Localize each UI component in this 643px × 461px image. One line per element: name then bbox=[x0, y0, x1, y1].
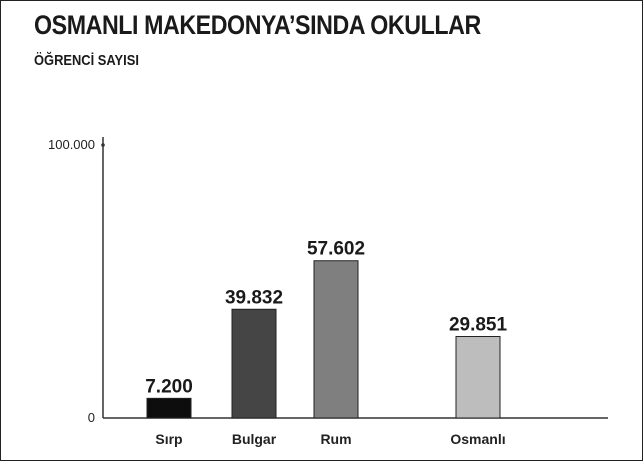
chart-title: OSMANLI MAKEDONYA’SINDA OKULLAR bbox=[34, 10, 481, 40]
data-label: 39.832 bbox=[225, 287, 283, 308]
bar bbox=[231, 308, 277, 419]
y-tick-mark bbox=[101, 143, 105, 147]
x-tick-label: Sırp bbox=[155, 431, 182, 447]
chart-subtitle: ÖĞRENCİ SAYISI bbox=[34, 52, 139, 69]
x-tick-label: Osmanlı bbox=[450, 431, 505, 447]
bar-group: 7.200 Sırp 39.832 Bulgar 57.602 Rum 29.851 Osma… bbox=[145, 239, 507, 447]
y-tick-label: 100.000 bbox=[48, 137, 95, 152]
data-label: 29.851 bbox=[449, 315, 508, 336]
data-label: 57.602 bbox=[307, 239, 365, 260]
bar bbox=[146, 397, 192, 419]
x-tick-label: Rum bbox=[320, 431, 351, 447]
x-tick-label: Bulgar bbox=[232, 431, 277, 447]
bar bbox=[455, 336, 501, 419]
y-tick-label: 0 bbox=[88, 410, 95, 425]
bar bbox=[313, 260, 359, 419]
data-label: 7.200 bbox=[145, 376, 193, 397]
